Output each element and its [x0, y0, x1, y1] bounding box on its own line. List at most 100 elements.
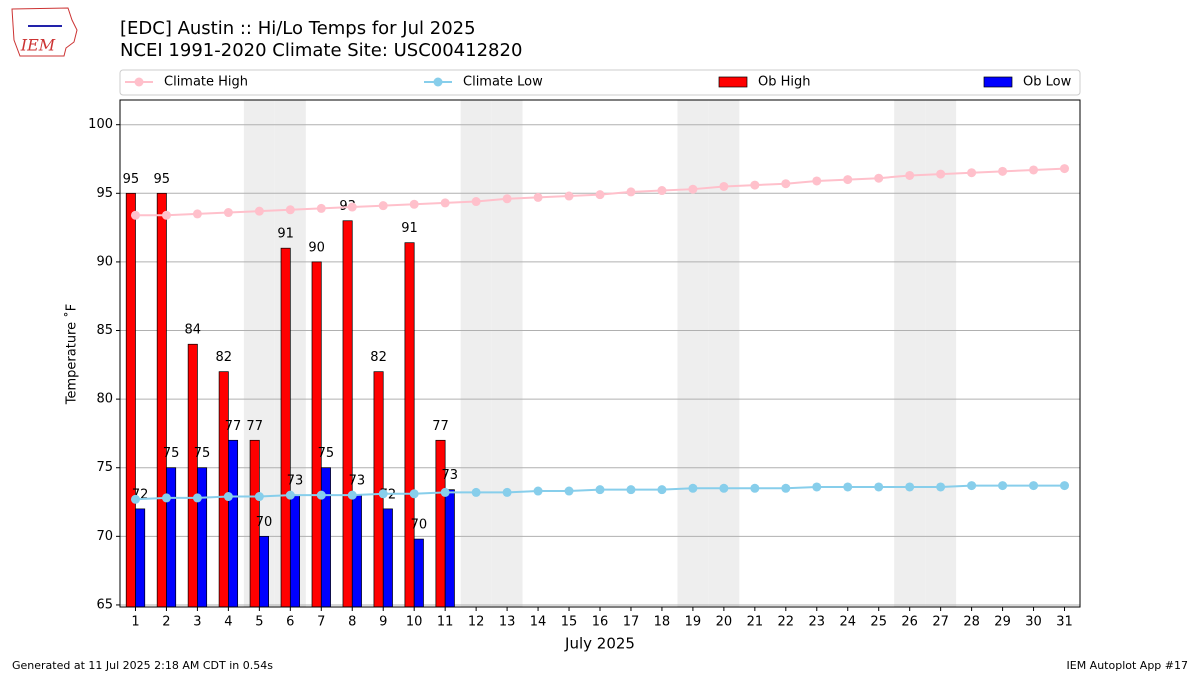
data-label: 75	[194, 446, 211, 461]
marker	[936, 169, 946, 179]
data-label: 73	[349, 474, 366, 489]
chart-title: [EDC] Austin :: Hi/Lo Temps for Jul 2025	[120, 18, 476, 39]
y-tick-label: 70	[96, 529, 113, 544]
y-axis-label: Temperature ˚F	[64, 304, 80, 405]
marker	[936, 482, 946, 492]
y-tick-label: 75	[96, 460, 113, 475]
logo: IEM	[11, 7, 78, 57]
marker	[967, 168, 977, 178]
y-tick-label: 90	[96, 254, 113, 269]
marker	[440, 198, 450, 208]
x-tick-label: 27	[932, 615, 949, 630]
bar	[320, 467, 331, 608]
marker	[409, 489, 419, 499]
marker	[161, 210, 171, 220]
marker	[161, 493, 171, 503]
marker	[471, 487, 481, 497]
bar	[435, 439, 446, 608]
marker	[688, 483, 698, 493]
marker	[130, 210, 140, 220]
marker	[626, 187, 636, 197]
legend-box	[119, 69, 1081, 96]
bar	[404, 242, 415, 608]
marker	[378, 489, 388, 499]
marker	[781, 179, 791, 189]
marker	[285, 490, 295, 500]
data-label: 70	[411, 518, 428, 533]
x-tick-label: 5	[255, 615, 263, 630]
marker	[843, 482, 853, 492]
data-label: 95	[154, 172, 171, 187]
y-tick-label: 85	[96, 323, 113, 338]
legend-label: Ob Low	[1023, 75, 1072, 90]
marker	[812, 176, 822, 186]
bar	[135, 508, 146, 608]
weekend-shade	[491, 100, 523, 607]
x-tick-label: 22	[778, 615, 795, 630]
x-tick-label: 25	[870, 615, 887, 630]
data-label: 82	[370, 350, 387, 365]
plot-frame	[119, 99, 1081, 608]
weekend-shade	[460, 100, 492, 607]
marker	[254, 206, 264, 216]
bar	[156, 192, 167, 608]
marker	[1029, 481, 1039, 491]
marker	[254, 492, 264, 502]
legend-label: Climate High	[164, 75, 248, 90]
legend-swatch	[718, 76, 748, 88]
x-tick-label: 8	[348, 615, 356, 630]
data-label: 73	[287, 474, 304, 489]
x-tick-label: 21	[747, 615, 764, 630]
x-tick-label: 26	[901, 615, 918, 630]
bar	[280, 247, 291, 608]
x-tick-label: 11	[437, 615, 454, 630]
bar	[382, 508, 393, 608]
marker	[564, 486, 574, 496]
legend-label: Ob High	[758, 75, 811, 90]
marker	[750, 180, 760, 190]
data-label: 82	[215, 350, 232, 365]
x-tick-label: 30	[1025, 615, 1042, 630]
marker	[626, 485, 636, 495]
bar	[166, 467, 177, 608]
x-tick-label: 17	[623, 615, 640, 630]
data-label: 91	[277, 227, 294, 242]
marker	[223, 208, 233, 218]
marker	[750, 483, 760, 493]
bar	[289, 494, 300, 608]
marker	[905, 170, 915, 180]
marker	[130, 494, 140, 504]
bar	[218, 371, 229, 608]
data-label: 77	[432, 419, 449, 434]
marker	[378, 201, 388, 211]
y-tick-label: 65	[96, 597, 113, 612]
x-tick-label: 10	[406, 615, 423, 630]
marker	[1029, 165, 1039, 175]
marker	[657, 485, 667, 495]
legend-label: Climate Low	[463, 75, 543, 90]
marker	[874, 173, 884, 183]
data-label: 70	[256, 515, 273, 530]
marker	[719, 483, 729, 493]
x-tick-label: 6	[286, 615, 294, 630]
marker	[533, 486, 543, 496]
marker	[440, 487, 450, 497]
data-label: 95	[123, 172, 140, 187]
marker	[1060, 481, 1070, 491]
bar	[197, 467, 208, 608]
x-tick-label: 28	[963, 615, 980, 630]
marker	[812, 482, 822, 492]
weekend-shade	[894, 100, 926, 607]
marker	[223, 492, 233, 502]
marker	[843, 175, 853, 185]
x-tick-label: 9	[379, 615, 387, 630]
marker	[967, 481, 977, 491]
marker	[316, 203, 326, 213]
marker	[657, 186, 667, 196]
bar	[187, 343, 198, 608]
x-tick-label: 3	[193, 615, 201, 630]
x-tick-label: 15	[561, 615, 578, 630]
marker	[502, 194, 512, 204]
data-label: 84	[185, 323, 202, 338]
data-label: 91	[401, 221, 418, 236]
